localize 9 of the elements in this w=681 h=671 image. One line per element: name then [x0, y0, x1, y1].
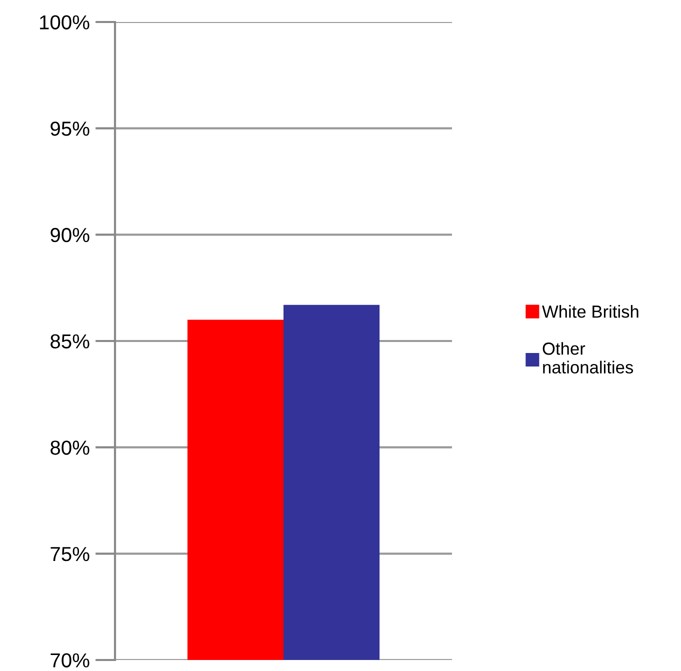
y-tick-label: 100% [40, 15, 90, 30]
legend-label: White British [542, 305, 638, 318]
y-tick-label: 75% [50, 546, 90, 562]
y-tick-label: 70% [50, 653, 90, 668]
legend-label: Other nationalities [542, 342, 634, 374]
y-tick-label: 85% [50, 334, 90, 348]
y-tick-label: 95% [50, 122, 90, 136]
y-tick-label: 90% [50, 228, 90, 242]
y-tick-label: 80% [50, 440, 90, 455]
